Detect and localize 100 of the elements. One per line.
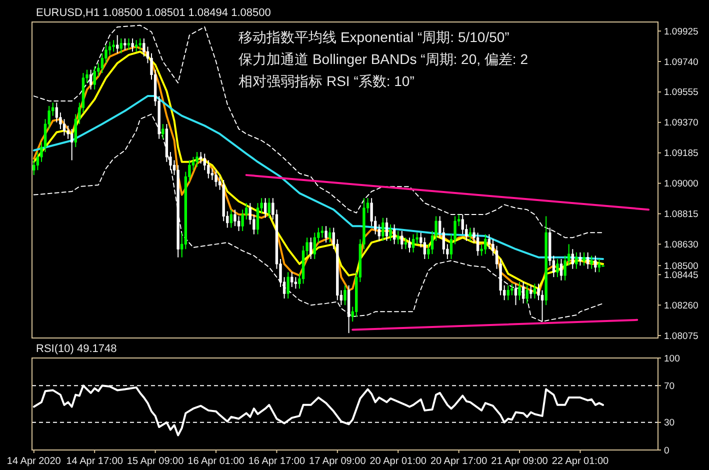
- candlestick: [564, 255, 566, 281]
- candlestick: [268, 198, 270, 218]
- annotation: 移动指数平均线 Exponential “周期: 5/10/50”: [238, 29, 510, 45]
- candlestick: [290, 272, 294, 288]
- candlestick: [112, 40, 115, 52]
- candlestick: [590, 255, 593, 270]
- candlestick: [575, 252, 578, 270]
- candlestick: [108, 41, 112, 56]
- y-tick-label: 1.09185: [664, 148, 698, 160]
- candlestick: [196, 152, 198, 168]
- candlestick: [120, 38, 122, 54]
- y-tick-label: 1.09925: [664, 26, 698, 38]
- annotation: 相对强弱指标 RSI “系数: 10”: [238, 73, 415, 89]
- candlestick: [382, 217, 384, 242]
- candlestick: [598, 258, 601, 273]
- candlestick: [404, 237, 408, 250]
- x-tick-label: 17 Apr 09:00: [309, 456, 366, 467]
- candlestick: [488, 234, 491, 250]
- candlestick: [210, 168, 214, 180]
- candlestick: [131, 38, 134, 52]
- candlestick: [100, 52, 104, 74]
- x-tick-label: 22 Apr 01:00: [552, 456, 610, 467]
- y-tick-label: 1.08630: [664, 239, 698, 250]
- candlestick: [66, 125, 70, 140]
- candlestick: [203, 153, 206, 171]
- candlestick: [256, 202, 260, 235]
- candlestick: [328, 227, 332, 244]
- y-tick-label: 1.09370: [664, 118, 698, 129]
- candlestick: [207, 160, 210, 179]
- y-tick-label: 1.09000: [664, 178, 698, 190]
- candlestick: [514, 283, 518, 306]
- candlestick: [385, 217, 388, 242]
- line-series: [32, 95, 604, 260]
- candlestick: [134, 40, 138, 52]
- candlestick: [89, 69, 92, 90]
- candlestick: [62, 118, 66, 136]
- candlestick: [264, 198, 267, 218]
- candlestick: [408, 237, 411, 253]
- candlestick: [294, 276, 298, 290]
- candlestick: [241, 209, 244, 232]
- candlestick: [506, 284, 510, 301]
- candlestick: [320, 226, 324, 238]
- annotation: 保力加通道 Bollinger BANDs “周期: 20, 偏差: 2: [238, 51, 528, 67]
- candlestick: [594, 255, 597, 273]
- y-tick-label: 1.08445: [664, 270, 698, 281]
- candlestick: [476, 232, 480, 256]
- x-tick-label: 15 Apr 09:00: [126, 456, 184, 467]
- x-tick-label: 21 Apr 09:00: [491, 456, 548, 467]
- candlestick: [344, 284, 346, 306]
- x-tick-label: 20 Apr 17:00: [430, 456, 488, 467]
- chart-title: EURUSD,H1 1.08500 1.08501 1.08494 1.08500: [36, 7, 271, 19]
- y-tick-label: 1.08075: [664, 330, 698, 342]
- candlestick: [378, 224, 380, 242]
- candlestick: [556, 258, 559, 278]
- candlestick: [461, 214, 464, 235]
- candlestick: [396, 230, 400, 245]
- candlestick: [310, 237, 312, 260]
- candlestick: [582, 252, 586, 266]
- x-tick-label: 16 Apr 17:00: [248, 456, 306, 467]
- y-tick-label: 100: [664, 353, 680, 364]
- y-tick-label: 1.08500: [664, 260, 698, 272]
- candlestick: [510, 283, 514, 296]
- candlestick: [578, 252, 582, 266]
- candlestick: [230, 209, 233, 228]
- candlestick: [533, 283, 536, 299]
- candlestick: [162, 124, 164, 140]
- candlestick: [124, 38, 126, 50]
- candlestick: [526, 284, 528, 304]
- chart-title: RSI(10) 49.1748: [36, 343, 117, 355]
- x-tick-label: 20 Apr 01:00: [370, 456, 427, 467]
- candlestick: [518, 282, 521, 301]
- candlestick: [423, 237, 426, 260]
- candlestick: [138, 38, 142, 50]
- candlestick: [313, 232, 316, 260]
- candlestick: [127, 38, 130, 50]
- candlestick: [55, 102, 58, 123]
- candlestick: [530, 284, 532, 299]
- y-tick-label: 30: [664, 418, 675, 429]
- x-tick-label: 16 Apr 01:00: [188, 456, 245, 467]
- candlestick: [93, 66, 96, 90]
- candlestick: [389, 224, 392, 242]
- candlestick: [522, 282, 525, 304]
- candlestick: [560, 258, 563, 281]
- y-tick-label: 0: [664, 445, 670, 456]
- candlestick: [392, 224, 396, 245]
- candlestick: [370, 198, 373, 227]
- candlestick: [70, 128, 74, 161]
- candlestick: [412, 234, 415, 253]
- y-tick-label: 70: [664, 380, 675, 392]
- x-tick-label: 14 Apr 2020: [6, 456, 62, 467]
- candlestick: [571, 248, 574, 270]
- candlestick: [234, 209, 236, 227]
- candlestick: [214, 170, 218, 188]
- y-tick-label: 1.08815: [664, 209, 698, 220]
- candlestick: [199, 152, 202, 164]
- candlestick: [586, 252, 590, 270]
- candlestick: [237, 216, 240, 232]
- candlestick: [286, 272, 290, 299]
- candlestick: [324, 226, 328, 244]
- x-tick-label: 14 Apr 17:00: [66, 456, 124, 467]
